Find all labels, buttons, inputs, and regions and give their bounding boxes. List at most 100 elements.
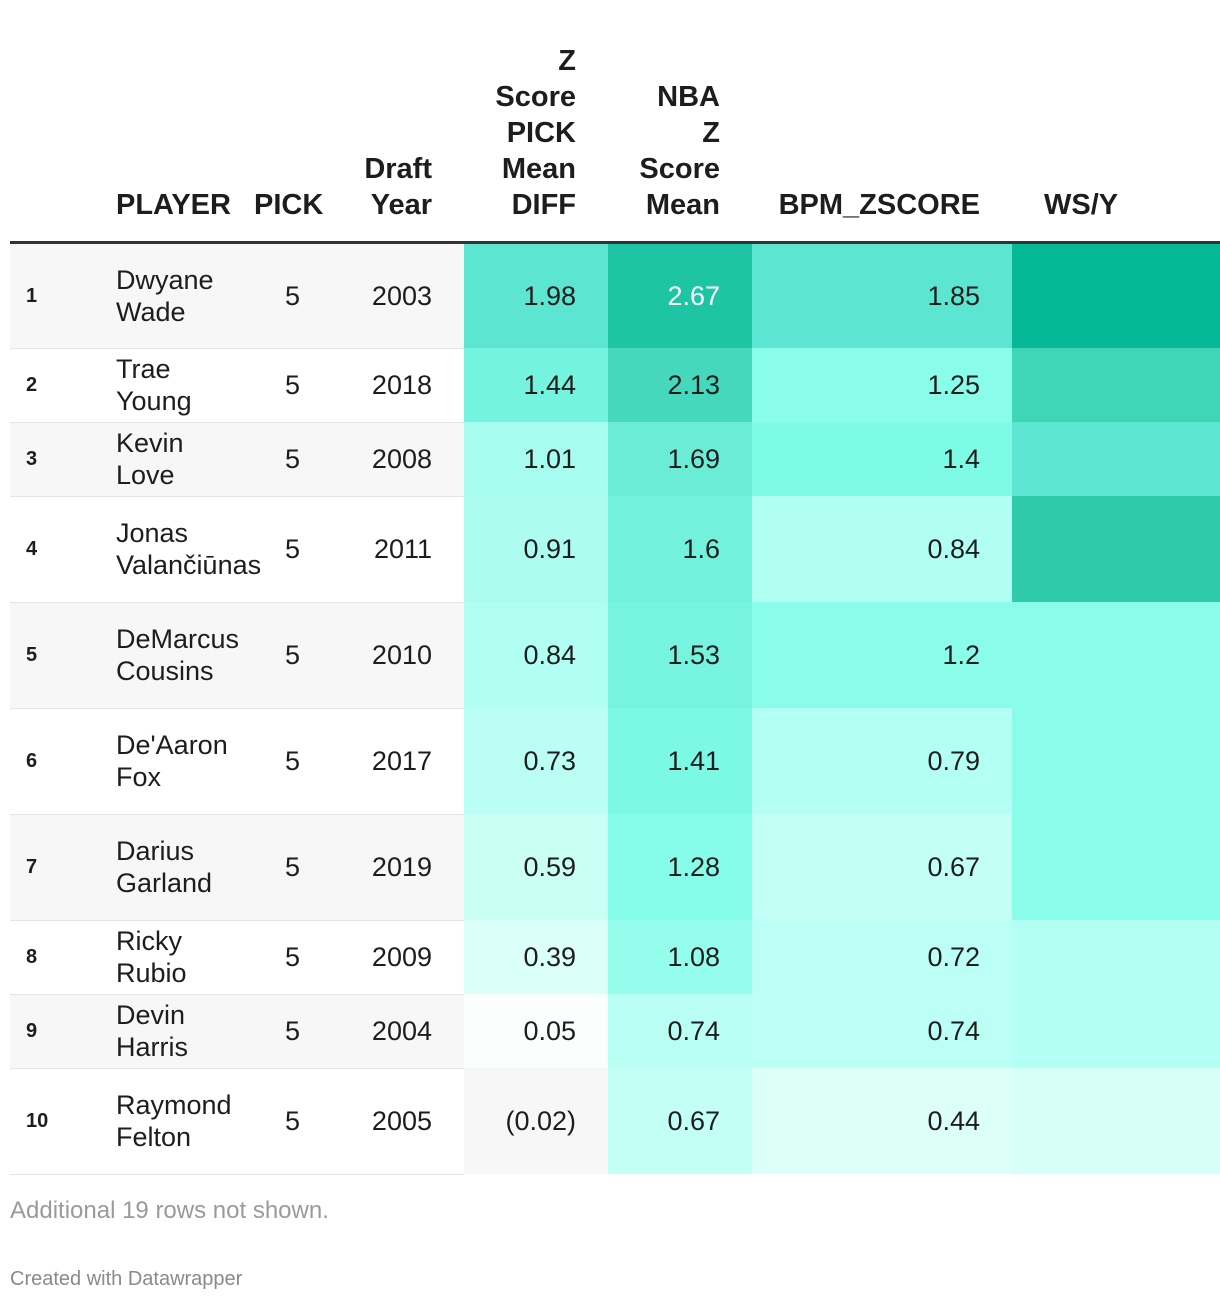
- header-zdiff-line: Z: [558, 44, 576, 77]
- ws-y-cell: [1012, 920, 1220, 994]
- player-name-cell: Kevin Love: [94, 422, 254, 497]
- zdiff-cell: (0.02): [464, 1068, 608, 1174]
- zdiff-cell: 0.05: [464, 994, 608, 1068]
- header-ws-line: WS/Y: [1044, 188, 1119, 221]
- pick-cell: 5: [254, 242, 332, 349]
- pick-cell: 5: [254, 422, 332, 497]
- header-nba-z-score-mean[interactable]: NBA Z Score Mean: [608, 0, 752, 244]
- header-nba-line: NBA: [657, 80, 720, 113]
- player-name-line: Cousins: [116, 656, 214, 686]
- table-row: 10 Raymond Felton 5 2005 (0.02) 0.67 0.44: [10, 1068, 1220, 1175]
- table-row: 5 DeMarcus Cousins 5 2010 0.84 1.53 1.2: [10, 602, 1220, 709]
- table-row: 3 Kevin Love 5 2008 1.01 1.69 1.4: [10, 422, 1220, 497]
- rows-not-shown-note: Additional 19 rows not shown.: [10, 1197, 329, 1224]
- header-zdiff-line: PICK: [506, 116, 576, 149]
- rank-cell: 7: [10, 814, 94, 921]
- player-name-line: Fox: [116, 762, 162, 792]
- rank-cell: 8: [10, 920, 94, 995]
- nba-cell: 1.28: [608, 814, 752, 920]
- header-draft-year[interactable]: Draft Year: [332, 0, 464, 244]
- zdiff-cell: 1.44: [464, 348, 608, 422]
- rank-cell: 10: [10, 1068, 94, 1175]
- bpm-cell: 1.25: [752, 348, 1012, 422]
- rank-cell: 6: [10, 708, 94, 815]
- bpm-cell: 1.4: [752, 422, 1012, 496]
- rank-cell: 1: [10, 242, 94, 349]
- pick-cell: 5: [254, 348, 332, 423]
- ws-y-cell: [1012, 994, 1220, 1068]
- pick-cell: 5: [254, 1068, 332, 1175]
- header-bpm-zscore[interactable]: BPM_ZSCORE: [752, 0, 1012, 244]
- header-nba-line: Score: [639, 152, 720, 185]
- ws-y-cell: [1012, 814, 1220, 920]
- player-name-line: Garland: [116, 868, 213, 898]
- pick-cell: 5: [254, 920, 332, 995]
- header-z-score-pick-mean-diff[interactable]: Z Score PICK Mean DIFF: [464, 0, 608, 244]
- ws-y-cell: [1012, 708, 1220, 814]
- table-row: 1 Dwyane Wade 5 2003 1.98 2.67 1.85: [10, 242, 1220, 349]
- table-row: 2 Trae Young 5 2018 1.44 2.13 1.25: [10, 348, 1220, 423]
- header-player-line: PLAYER: [116, 188, 231, 221]
- player-name-cell: Ricky Rubio: [94, 920, 254, 995]
- ws-y-cell: [1012, 242, 1220, 348]
- table-row: 7 Darius Garland 5 2019 0.59 1.28 0.67: [10, 814, 1220, 921]
- pick-cell: 5: [254, 602, 332, 709]
- player-name-line: Devin Harris: [116, 1000, 188, 1062]
- pick-cell: 5: [254, 496, 332, 603]
- draft-year-cell: 2011: [332, 496, 464, 603]
- draft-year-cell: 2018: [332, 348, 464, 423]
- nba-cell: 1.53: [608, 602, 752, 708]
- header-pick-line: PICK: [254, 188, 324, 221]
- datawrapper-credit: Created with Datawrapper: [10, 1268, 243, 1290]
- ws-y-cell: [1012, 348, 1220, 422]
- rank-cell: 9: [10, 994, 94, 1069]
- player-name-line: Raymond: [116, 1090, 232, 1120]
- data-table: PLAYER PICK Draft Year Z Score PICK Mean DIFF…: [10, 0, 1220, 1175]
- draft-year-cell: 2003: [332, 242, 464, 349]
- ws-y-cell: [1012, 602, 1220, 708]
- ws-y-cell: [1012, 496, 1220, 602]
- zdiff-cell: 0.59: [464, 814, 608, 920]
- header-nba-line: Z: [702, 116, 720, 149]
- player-name-cell: Devin Harris: [94, 994, 254, 1069]
- player-name-line: Dwyane: [116, 264, 214, 295]
- header-ws-y[interactable]: WS/Y: [1012, 0, 1220, 244]
- header-zdiff-line: Score: [495, 80, 576, 113]
- zdiff-cell: 0.91: [464, 496, 608, 602]
- player-name-cell: Darius Garland: [94, 814, 254, 921]
- bpm-cell: 0.44: [752, 1068, 1012, 1174]
- zdiff-cell: 0.84: [464, 602, 608, 708]
- header-zdiff-line: DIFF: [511, 188, 576, 221]
- player-name-line: Wade: [116, 296, 186, 327]
- header-year-line: Draft: [364, 152, 432, 185]
- player-name-cell: Jonas Valančiūnas: [94, 496, 261, 603]
- data-table-container: PLAYER PICK Draft Year Z Score PICK Mean DIFF…: [10, 0, 1220, 1175]
- pick-cell: 5: [254, 994, 332, 1069]
- draft-year-cell: 2008: [332, 422, 464, 497]
- nba-cell: 1.41: [608, 708, 752, 814]
- bpm-cell: 0.74: [752, 994, 1012, 1068]
- bpm-cell: 0.79: [752, 708, 1012, 814]
- table-row: 9 Devin Harris 5 2004 0.05 0.74 0.74: [10, 994, 1220, 1069]
- header-pick[interactable]: PICK: [254, 0, 332, 244]
- rank-cell: 4: [10, 496, 94, 603]
- player-name-cell: Trae Young: [94, 348, 254, 423]
- player-name-line: Kevin Love: [116, 428, 184, 490]
- nba-cell: 0.67: [608, 1068, 752, 1174]
- player-name-line: DeMarcus: [116, 624, 240, 654]
- bpm-cell: 0.72: [752, 920, 1012, 994]
- draft-year-cell: 2004: [332, 994, 464, 1069]
- header-year-line: Year: [370, 188, 432, 221]
- player-name-line: Jonas: [116, 518, 189, 548]
- bpm-cell: 1.85: [752, 242, 1012, 348]
- zdiff-cell: 1.98: [464, 242, 608, 348]
- nba-cell: 0.74: [608, 994, 752, 1068]
- draft-year-cell: 2017: [332, 708, 464, 815]
- nba-cell: 1.6: [608, 496, 752, 602]
- draft-year-cell: 2019: [332, 814, 464, 921]
- zdiff-cell: 1.01: [464, 422, 608, 496]
- header-player[interactable]: PLAYER: [94, 0, 254, 244]
- ws-y-cell: [1012, 422, 1220, 496]
- table-row: 8 Ricky Rubio 5 2009 0.39 1.08 0.72: [10, 920, 1220, 995]
- draft-year-cell: 2010: [332, 602, 464, 709]
